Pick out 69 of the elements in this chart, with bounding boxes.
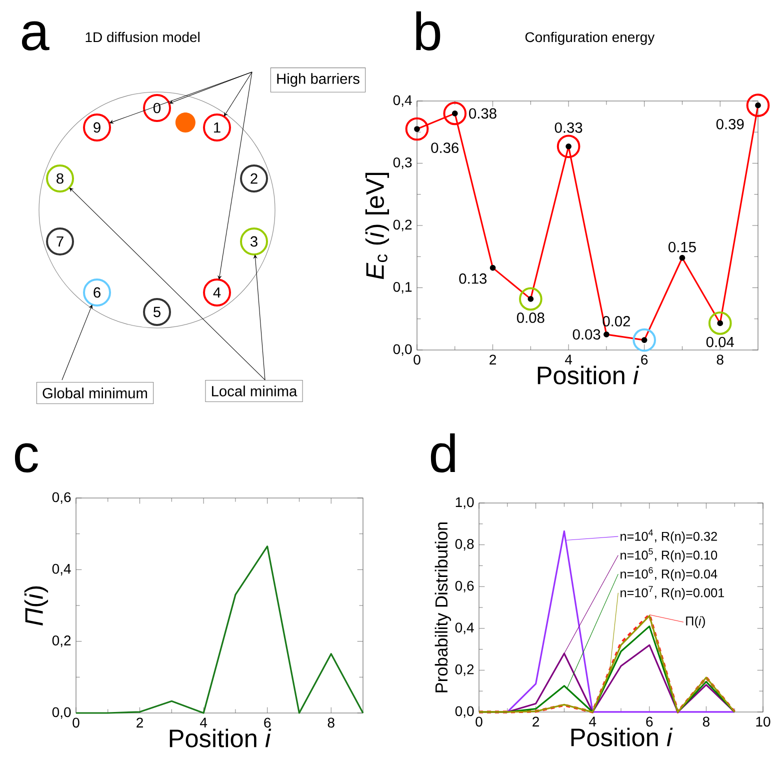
x-axis-title: Position i <box>538 366 640 384</box>
data-label: 0.13 <box>459 273 487 284</box>
text: n=10$^{5}$, R(n)=0.10 <box>620 548 718 562</box>
y-tick-label: 0,6 <box>52 492 71 504</box>
category-label: 1 <box>214 122 220 133</box>
y-tick-label: 0,4 <box>52 564 71 576</box>
legend-label: n=10$^{4}$, R(n)=0.32 <box>620 530 717 544</box>
x-tick-label: 10 <box>756 716 770 727</box>
text: n=10$^{7}$, R(n)=0.001 <box>620 586 724 600</box>
legend-label: Π(i) <box>686 616 705 628</box>
text: Local minima <box>212 386 298 396</box>
x-tick-label: 6 <box>264 718 271 728</box>
category-label: 8 <box>56 173 64 184</box>
data-label: 0.36 <box>431 142 458 153</box>
x-tick-label: 0 <box>476 716 482 727</box>
x-tick-label: 6 <box>646 716 653 727</box>
y-tick-label: 0,0 <box>455 706 474 718</box>
y-tick-label: 0,2 <box>455 664 474 676</box>
x-tick-label: 6 <box>641 354 648 365</box>
data-label: 0.33 <box>554 122 582 133</box>
y-tick-label: 0,1 <box>393 282 412 294</box>
category-label: 9 <box>94 122 100 133</box>
text: High barriers <box>277 73 360 87</box>
text: Global minimum <box>42 388 147 398</box>
y-tick-label: 0,6 <box>455 580 474 592</box>
y-tick-label: 0,0 <box>52 707 71 719</box>
y-tick-label: 0,3 <box>393 157 412 170</box>
category-label: 5 <box>154 306 160 318</box>
x-tick-label: 4 <box>589 716 596 726</box>
category-label: 2 <box>250 173 258 184</box>
x-axis-title: Position i <box>170 728 272 748</box>
x-tick-label: 8 <box>328 718 334 728</box>
x-tick-label: 8 <box>716 354 724 365</box>
data-label: 0.15 <box>668 242 696 252</box>
x-axis-title: Position i <box>571 728 673 746</box>
x-tick-label: 0 <box>414 354 420 365</box>
category-label: 3 <box>250 236 258 247</box>
x-tick-label: 8 <box>702 716 710 727</box>
y-axis-title: E$_{c}$ (i) [eV] <box>365 172 389 280</box>
y-tick-label: 1,0 <box>456 497 474 509</box>
x-tick-label: 4 <box>564 354 572 364</box>
data-label: 0.04 <box>706 336 734 348</box>
y-tick-label: 0,2 <box>393 220 412 232</box>
text: a <box>22 21 50 51</box>
x-tick-label: 4 <box>200 718 208 728</box>
y-tick-label: 0,2 <box>52 636 71 648</box>
category-label: 6 <box>94 287 100 298</box>
y-tick-label: 0,4 <box>455 622 474 634</box>
x-tick-label: 0 <box>72 718 80 728</box>
x-tick-label: 2 <box>532 716 539 726</box>
category-label: 7 <box>56 236 64 247</box>
chart-title: d <box>430 433 455 473</box>
chart-subtitle: Configuration energy <box>525 32 655 45</box>
x-tick-label: 2 <box>136 718 143 728</box>
text: n=10$^{6}$, R(n)=0.04 <box>620 567 718 581</box>
data-label: 0.08 <box>516 312 544 323</box>
y-axis-title: Π(i) <box>24 586 48 626</box>
data-label: 0.38 <box>469 108 496 119</box>
y-tick-label: 0,4 <box>393 95 412 107</box>
text: 1D diffusion model <box>86 32 200 42</box>
y-tick-label: 0,8 <box>455 539 474 551</box>
y-axis-title: Probability Distribution <box>434 522 452 692</box>
x-tick-label: 2 <box>490 354 496 364</box>
chart-title: b <box>416 11 440 51</box>
data-label: 0.03 <box>572 329 600 340</box>
chart-title: c <box>14 443 38 473</box>
category-label: 4 <box>213 287 221 298</box>
y-tick-label: 0,0 <box>393 344 412 356</box>
data-label: 0.39 <box>716 118 744 130</box>
